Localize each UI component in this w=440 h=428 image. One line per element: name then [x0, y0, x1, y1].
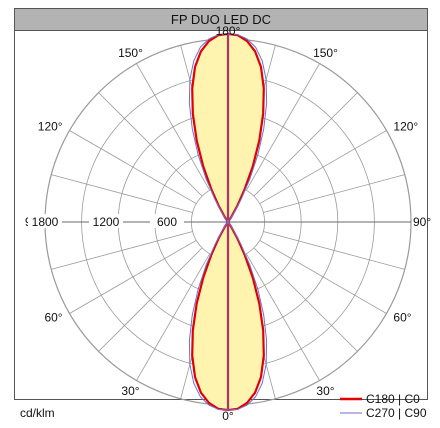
grid-spoke — [136, 253, 211, 381]
grid-spoke — [98, 247, 203, 352]
radial-tick-label: 600 — [157, 215, 177, 229]
radial-tick-bg — [89, 214, 123, 228]
grid-spoke — [51, 231, 193, 270]
grid-spoke — [259, 130, 387, 205]
angle-label: 60° — [393, 311, 411, 325]
grid-spoke — [98, 92, 203, 197]
radial-tick-label: 1800 — [32, 215, 59, 229]
legend-label-0: C180 | C0 — [366, 392, 420, 406]
axis-labels: 180°150°150°120°120°90°90°60°60°30°30°0°… — [25, 24, 432, 423]
radial-tick-label: 1200 — [93, 215, 120, 229]
angle-label: 90° — [413, 215, 431, 229]
angle-label: 60° — [44, 311, 62, 325]
grid-spoke — [245, 253, 320, 381]
grid-spoke — [263, 174, 405, 213]
angle-label: 150° — [313, 46, 338, 60]
angle-label: 120° — [393, 120, 418, 134]
light-distribution-curves — [188, 32, 268, 412]
grid-spoke — [69, 239, 197, 314]
angle-label: 0° — [222, 409, 234, 423]
grid-spoke — [259, 239, 387, 314]
unit-label: cd/klm — [20, 406, 55, 420]
angle-label: 30° — [121, 384, 139, 398]
radial-tick-bg — [150, 214, 184, 228]
radial-tick-bg — [28, 214, 62, 228]
angle-label: 150° — [118, 46, 143, 60]
angle-label: 180° — [216, 24, 241, 38]
angle-label: 30° — [316, 384, 334, 398]
grid-spoke — [253, 247, 358, 352]
chart-title: FP DUO LED DC — [15, 9, 427, 31]
angle-label: 120° — [38, 120, 63, 134]
grid-spoke — [51, 174, 193, 213]
grid-spoke — [263, 231, 405, 270]
grid-spoke — [245, 63, 320, 191]
grid-spoke — [136, 63, 211, 191]
grid-spoke — [253, 92, 358, 197]
series-curve-1 — [188, 33, 268, 411]
grid-spoke — [69, 130, 197, 205]
legend-label-1: C270 | C90 — [366, 406, 427, 420]
